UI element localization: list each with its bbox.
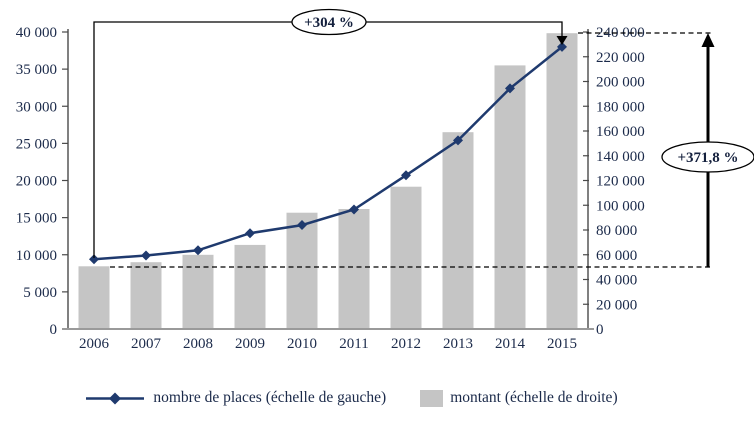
line-series-places <box>89 41 567 265</box>
annotation-bar-growth-text: +371,8 % <box>677 150 738 166</box>
arrow-down-icon <box>556 36 568 45</box>
annotation-oval <box>661 141 754 173</box>
data-point-2012 <box>401 170 411 181</box>
legend-label-montant: montant (échelle de droite) <box>450 389 618 406</box>
places-line <box>93 45 563 261</box>
data-point-2010 <box>297 220 307 231</box>
bar-series-montant <box>78 33 578 330</box>
x-label-2011: 2011 <box>339 336 368 352</box>
data-point-2013 <box>453 135 463 146</box>
right-tick-label: 120 000 <box>596 174 645 190</box>
bar-swatch <box>420 389 444 407</box>
left-tick-label: 30 000 <box>16 99 57 115</box>
x-label-2015: 2015 <box>547 336 577 352</box>
legend-item-places: nombre de places (échelle de gauche) <box>84 389 386 407</box>
right-tick-label: 60 000 <box>596 248 637 264</box>
right-tick-label: 20 000 <box>596 297 637 313</box>
data-point-2007 <box>141 250 151 261</box>
right-tick-label: 80 000 <box>596 223 637 239</box>
plot-area: 0 5 000 10 000 15 000 20 000 25 000 30 000 35 0… <box>16 8 754 352</box>
data-point-2008 <box>193 245 203 256</box>
line-diamond-swatch <box>86 392 145 404</box>
right-tick-label: 160 000 <box>596 124 645 140</box>
data-point-2014 <box>505 83 515 94</box>
growth-bracket-line <box>93 21 563 258</box>
annotation-oval <box>291 8 367 36</box>
right-axis-ticks: 0 20 000 40 000 60 000 80 000 100 000 120 000 1… <box>583 25 645 338</box>
chart-legend: nombre de places (échelle de gauche) mon… <box>0 389 728 407</box>
x-label-2007: 2007 <box>131 336 162 352</box>
bar-2015 <box>546 33 578 329</box>
right-tick-label: 140 000 <box>596 149 645 165</box>
right-tick-label: 200 000 <box>596 75 645 91</box>
left-tick-label: 35 000 <box>16 62 57 78</box>
x-label-2010: 2010 <box>287 336 317 352</box>
bar-2011 <box>338 209 370 329</box>
annotation-bar-growth: +371,8 % <box>661 141 754 173</box>
right-tick-label: 0 <box>596 322 604 338</box>
legend-label-places: nombre de places (échelle de gauche) <box>153 389 387 406</box>
left-tick-label: 5 000 <box>23 285 57 301</box>
right-tick-label: 180 000 <box>596 99 645 115</box>
left-tick-label: 15 000 <box>16 211 57 227</box>
arrow-up-icon <box>701 33 715 47</box>
x-label-2014: 2014 <box>495 336 526 352</box>
data-point-2011 <box>349 204 359 215</box>
left-tick-label: 0 <box>50 322 58 338</box>
data-point-2006 <box>89 254 99 265</box>
bar-2008 <box>182 254 214 330</box>
right-tick-label: 240 000 <box>596 25 645 41</box>
left-tick-label: 25 000 <box>16 136 57 152</box>
bar-2007 <box>130 262 162 329</box>
bar-2006 <box>78 266 110 329</box>
annotation-line-growth-text: +304 % <box>304 15 354 31</box>
bar-2009 <box>234 244 266 329</box>
legend-item-montant: montant (échelle de droite) <box>420 389 618 407</box>
x-label-2013: 2013 <box>443 336 473 352</box>
bar-2012 <box>390 186 422 329</box>
left-axis-ticks: 0 5 000 10 000 15 000 20 000 25 000 30 000 35 0… <box>16 25 68 338</box>
bar-2013 <box>442 132 474 329</box>
data-point-2009 <box>245 228 255 239</box>
right-tick-label: 40 000 <box>596 273 637 289</box>
bar-2014 <box>494 65 526 330</box>
x-label-2008: 2008 <box>183 336 213 352</box>
x-label-2009: 2009 <box>235 336 265 352</box>
data-point-2015 <box>557 41 567 52</box>
left-tick-label: 40 000 <box>16 25 57 41</box>
annotation-line-growth: +304 % <box>291 8 367 36</box>
bar-2010 <box>286 212 318 329</box>
right-tick-label: 220 000 <box>596 50 645 66</box>
axes <box>62 29 594 330</box>
left-tick-label: 10 000 <box>16 248 57 264</box>
x-label-2006: 2006 <box>79 336 110 352</box>
x-axis-labels: 2006 2007 2008 2009 2010 2011 2012 2013 2014 2015 <box>79 336 577 352</box>
right-tick-label: 100 000 <box>596 198 645 214</box>
left-tick-label: 20 000 <box>16 174 57 190</box>
x-label-2012: 2012 <box>391 336 421 352</box>
